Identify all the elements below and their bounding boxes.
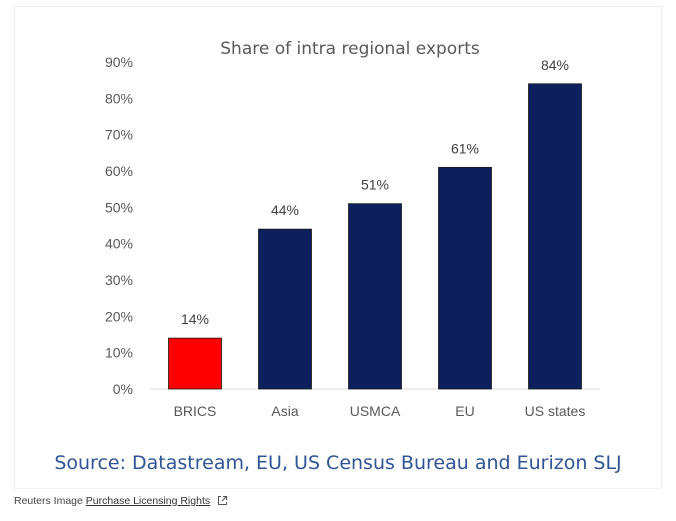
data-label: 51%: [361, 177, 389, 193]
y-tick-label: 60%: [105, 163, 133, 179]
bar-asia: [258, 228, 312, 390]
y-tick-label: 40%: [105, 236, 133, 252]
y-tick-label: 30%: [105, 272, 133, 288]
y-tick-label: 50%: [105, 199, 133, 215]
x-tick-label: USMCA: [350, 403, 401, 419]
y-tick-label: 70%: [105, 127, 133, 143]
x-tick-label: Asia: [271, 403, 298, 419]
bar-eu: [438, 166, 492, 390]
data-label: 84%: [541, 57, 569, 73]
source-note: Source: Datastream, EU, US Census Bureau…: [54, 452, 622, 474]
y-tick-label: 0%: [113, 381, 133, 397]
purchase-licensing-link[interactable]: Purchase Licensing Rights: [85, 495, 211, 507]
chart-title: Share of intra regional exports: [220, 39, 480, 59]
bar-us-states: [528, 83, 582, 390]
y-tick-label: 10%: [105, 345, 133, 361]
y-tick-label: 80%: [105, 90, 133, 106]
bar-usmca: [348, 203, 402, 390]
data-label: 44%: [271, 202, 299, 218]
external-link-icon[interactable]: [217, 495, 228, 506]
x-tick-label: US states: [525, 403, 586, 419]
credit-prefix: Reuters Image: [14, 495, 83, 507]
y-tick-label: 20%: [105, 308, 133, 324]
image-credit: Reuters Image Purchase Licensing Rights: [14, 495, 228, 507]
bar-brics: [168, 337, 222, 390]
data-label: 14%: [181, 311, 209, 327]
data-label: 61%: [451, 140, 479, 156]
x-tick-label: BRICS: [174, 403, 217, 419]
x-tick-label: EU: [455, 403, 474, 419]
y-tick-label: 90%: [105, 54, 133, 70]
